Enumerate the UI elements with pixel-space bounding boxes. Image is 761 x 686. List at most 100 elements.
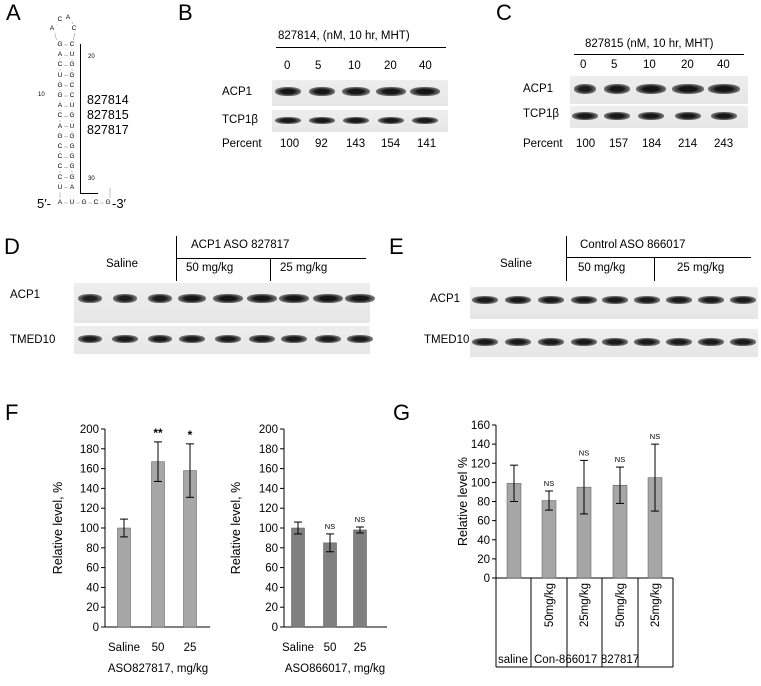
panel-e-dose2-label: 25 mg/kg xyxy=(677,262,725,274)
tcp1b-band xyxy=(309,117,335,124)
panel-e-row-tmed10: TMED10 xyxy=(424,334,470,346)
aso-label-827814: 827814 xyxy=(87,93,129,107)
y-tick-label: 0 xyxy=(484,573,490,585)
acp1-band xyxy=(571,296,597,304)
loop-nucleotide: A xyxy=(64,13,72,22)
y-tick-label: 100 xyxy=(80,523,99,535)
panel-e-group-divider xyxy=(566,236,567,281)
tail-nucleotide: C xyxy=(92,198,100,207)
y-tick-label: 140 xyxy=(471,439,490,451)
stem-nucleotide-right: G xyxy=(68,172,76,182)
y-tick-label: 20 xyxy=(86,602,99,614)
x-tick-label: 50mg/kg xyxy=(615,583,627,627)
stem-nucleotide-right: U xyxy=(68,50,76,60)
acp1-band xyxy=(313,294,343,303)
panel-d-row-tmed10: TMED10 xyxy=(10,334,56,346)
stem-nucleotide-left: A xyxy=(56,121,64,131)
panel-c-row-tcp1b: TCP1β xyxy=(523,108,560,120)
y-tick-label: 80 xyxy=(477,497,490,509)
y-tick-label: 200 xyxy=(80,424,99,436)
panel-d-group-rule xyxy=(176,258,366,259)
tmed10-band xyxy=(666,338,692,346)
tmed10-band xyxy=(505,338,531,346)
panel-letter-a: A xyxy=(6,0,21,25)
acp1-band xyxy=(505,296,531,304)
tmed10-band xyxy=(602,338,628,346)
stem-nucleotide-right: G xyxy=(68,60,76,70)
stem-nucleotide-left: C xyxy=(56,111,64,121)
y-tick-label: 140 xyxy=(259,483,278,495)
tail-nucleotide: G xyxy=(104,198,112,207)
panel-d-saline-label: Saline xyxy=(106,258,138,270)
tail-nucleotide: A xyxy=(56,198,64,207)
tmed10-band xyxy=(148,335,172,343)
stem-nucleotide-right: C xyxy=(68,80,76,90)
acp1-band xyxy=(602,296,628,304)
x-tick-label: 25mg/kg xyxy=(579,583,591,627)
x-tick-label: 50 xyxy=(152,642,165,654)
significance-label: * xyxy=(188,428,193,442)
stem-nucleotide-right: C xyxy=(68,91,76,100)
significance-label: NS xyxy=(355,515,365,524)
panel-c-dose-10: 10 xyxy=(643,59,656,71)
bar xyxy=(117,527,131,628)
acp1-band xyxy=(410,87,440,96)
y-tick-label: 20 xyxy=(265,602,278,614)
panel-b-percent-label: Percent xyxy=(222,138,262,150)
y-tick-label: 40 xyxy=(265,582,278,594)
stem-nucleotide-left: G xyxy=(56,131,64,141)
panel-b-dose-0: 0 xyxy=(284,60,291,72)
y-tick-label: 180 xyxy=(80,444,99,456)
y-tick-label: 180 xyxy=(259,444,278,456)
acp1-band xyxy=(376,87,406,96)
panel-b-dose-20: 20 xyxy=(384,60,397,72)
y-tick-label: 200 xyxy=(259,424,278,436)
panel-c-dose-20: 20 xyxy=(681,59,694,71)
tail-nucleotide: U xyxy=(68,198,76,207)
y-tick-label: 160 xyxy=(259,464,278,476)
significance-label: NS xyxy=(325,522,335,531)
panel-c-percent-1: 100 xyxy=(576,138,596,150)
y-tick-label: 0 xyxy=(272,622,278,634)
y-tick-label: 140 xyxy=(80,483,99,495)
panel-c-percent-4: 214 xyxy=(678,138,698,150)
x-tick-label: Saline xyxy=(282,642,314,654)
tmed10-band xyxy=(698,338,724,346)
tcp1b-band xyxy=(275,117,301,124)
acp1-band xyxy=(213,294,243,303)
y-axis-label: Relative level, % xyxy=(51,482,65,574)
loop-nucleotide: A xyxy=(48,24,56,33)
panel-b-percent-1: 100 xyxy=(280,138,300,150)
tmed10-band xyxy=(472,338,498,346)
bar xyxy=(291,527,305,628)
y-tick-label: 160 xyxy=(471,420,490,432)
panel-letter-b: B xyxy=(178,0,193,25)
panel-d-dose1-label: 50 mg/kg xyxy=(186,262,234,274)
tmed10-band xyxy=(281,335,307,343)
tcp1b-band xyxy=(378,117,404,124)
aso-bracket-foot xyxy=(80,193,98,194)
panel-c-title: 827815 (nM, 10 hr, MHT) xyxy=(585,38,714,50)
panel-e-group-label: Control ASO 866017 xyxy=(580,239,686,251)
tmed10-band xyxy=(78,335,102,343)
panel-b-percent-2: 92 xyxy=(315,138,328,150)
y-tick-label: 60 xyxy=(86,563,99,575)
stem-nucleotide-left: C xyxy=(56,162,64,172)
bar xyxy=(323,542,337,628)
acp1-band xyxy=(708,84,740,94)
acp1-band xyxy=(636,84,666,94)
panel-d-dose-divider xyxy=(270,258,271,281)
panel-b-dose-10: 10 xyxy=(348,60,361,72)
tmed10-band xyxy=(571,338,597,346)
tcp1b-band xyxy=(343,117,369,124)
loop-nucleotide: C xyxy=(56,15,64,24)
panel-b-dose-40: 40 xyxy=(419,60,432,72)
significance-label: NS xyxy=(544,479,554,488)
stem-nucleotide-left: G xyxy=(56,40,64,49)
y-tick-label: 100 xyxy=(471,477,490,489)
tmed10-band xyxy=(315,335,341,343)
stem-nucleotide-right: C xyxy=(68,40,76,49)
significance-label: ** xyxy=(153,426,163,440)
bar xyxy=(353,529,367,628)
